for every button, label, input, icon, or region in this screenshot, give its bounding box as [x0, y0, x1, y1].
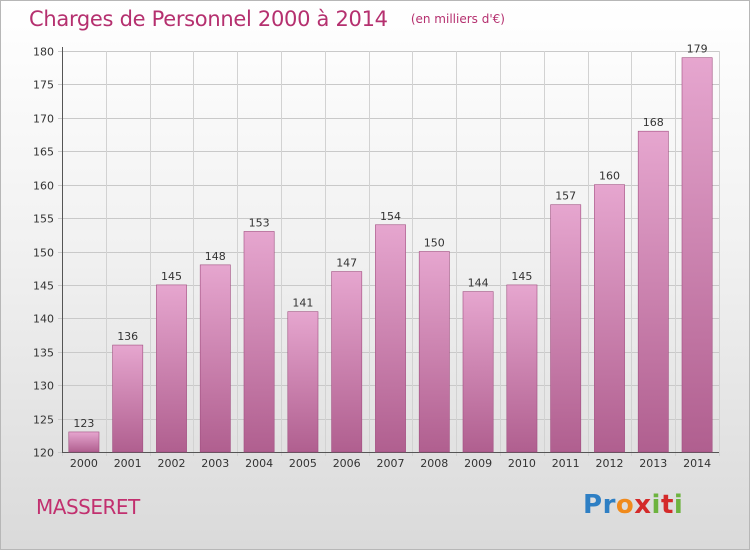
bar-value-label: 179 [687, 43, 708, 56]
bar [462, 291, 494, 453]
bar-value-label: 123 [73, 417, 94, 430]
bar [331, 271, 363, 453]
y-tick-label: 140 [33, 313, 54, 326]
axes [62, 47, 719, 453]
bar-value-label: 154 [380, 210, 401, 223]
bar [637, 130, 669, 453]
y-tick-label: 165 [33, 146, 54, 159]
bar-value-label: 136 [117, 330, 138, 343]
logo-letter: t [660, 490, 674, 520]
bar [594, 184, 625, 453]
x-tick-label: 2013 [639, 457, 667, 470]
logo-letter: P [583, 490, 603, 520]
logo-letter: i [673, 490, 684, 520]
x-tick-label: 2010 [508, 457, 536, 470]
chart-unit: (en milliers d'€) [410, 12, 505, 26]
x-tick-label: 2007 [377, 457, 405, 470]
x-tick-label: 2004 [245, 457, 273, 470]
proxiti-logo: Proxiti [583, 490, 683, 520]
y-tick-label: 150 [33, 247, 54, 260]
bar [243, 231, 275, 453]
title-row: Charges de Personnel 2000 à 2014 (en mil… [29, 7, 505, 31]
bar [287, 311, 319, 453]
bar [418, 251, 450, 453]
x-tick-label: 2005 [289, 457, 317, 470]
bar-value-label: 141 [292, 297, 313, 310]
y-tick-label: 155 [33, 213, 54, 226]
x-tick-label: 2009 [464, 457, 492, 470]
labels: 120 125 130 135 140 145 150 155 160 165 170 175 180 1… [33, 43, 711, 470]
logo-letter: o [615, 490, 635, 520]
bar [68, 431, 100, 453]
y-tick-label: 120 [33, 447, 54, 460]
commune-name: MASSERET [36, 495, 140, 519]
bar [112, 344, 144, 453]
logo-letter: r [602, 490, 616, 520]
x-tick-label: 2001 [114, 457, 142, 470]
logo-letter: x [634, 490, 652, 520]
bar-value-label: 160 [599, 170, 620, 183]
x-tick-label: 2003 [201, 457, 229, 470]
x-tick-label: 2002 [158, 457, 186, 470]
y-tick-label: 145 [33, 280, 54, 293]
x-tick-label: 2008 [420, 457, 448, 470]
bar [199, 264, 231, 453]
bar-value-label: 157 [555, 190, 576, 203]
bar-value-label: 150 [424, 237, 445, 250]
bar [375, 224, 406, 453]
y-tick-label: 170 [33, 113, 54, 126]
y-tick-label: 160 [33, 180, 54, 193]
bar-value-label: 168 [643, 116, 664, 129]
bar-value-label: 145 [511, 270, 532, 283]
bar-value-label: 145 [161, 270, 182, 283]
x-tick-label: 2000 [70, 457, 98, 470]
bar-value-label: 153 [249, 216, 270, 229]
bars [68, 57, 713, 453]
y-tick-label: 180 [33, 46, 54, 59]
y-tick-label: 175 [33, 79, 54, 92]
x-tick-label: 2011 [552, 457, 580, 470]
logo-letter: i [651, 490, 661, 520]
y-tick-label: 135 [33, 347, 54, 360]
y-tick-label: 130 [33, 380, 54, 393]
y-tick-label: 125 [33, 414, 54, 427]
bar [156, 284, 187, 453]
x-tick-label: 2006 [333, 457, 361, 470]
x-tick-label: 2014 [683, 457, 711, 470]
bar-value-label: 147 [336, 257, 357, 270]
bar-value-label: 148 [205, 250, 226, 263]
chart-title: Charges de Personnel 2000 à 2014 [29, 7, 388, 31]
bar [681, 57, 713, 453]
x-tick-label: 2012 [596, 457, 624, 470]
bar [550, 204, 582, 453]
bar [506, 284, 538, 453]
bar-value-label: 144 [468, 277, 489, 290]
